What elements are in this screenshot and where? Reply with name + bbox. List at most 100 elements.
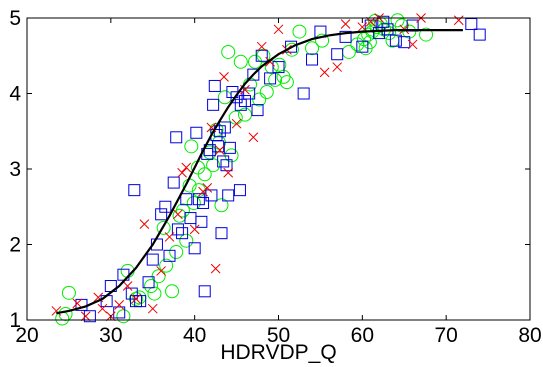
cross-point — [139, 219, 150, 229]
circle-point — [419, 27, 434, 42]
cross-point — [181, 162, 192, 173]
square-point — [223, 141, 236, 154]
cross-point — [453, 15, 464, 26]
cross-point — [256, 41, 267, 52]
circle-point — [151, 269, 166, 284]
circle-point — [197, 167, 212, 182]
circle-point — [248, 54, 263, 69]
cross-point — [407, 39, 418, 50]
square-point — [197, 196, 210, 209]
square-point — [180, 193, 193, 206]
square-point — [134, 295, 147, 308]
circle-point — [175, 203, 190, 218]
circle-point — [184, 139, 199, 154]
square-point — [389, 34, 402, 47]
cross-point — [210, 263, 221, 274]
square-point — [297, 87, 310, 100]
y-tick-label: 5 — [9, 7, 21, 30]
square-point — [198, 285, 211, 298]
square-point — [171, 223, 184, 236]
x-tick-label: 20 — [15, 324, 38, 347]
x-tick-label: 40 — [183, 324, 206, 347]
square-point — [272, 61, 285, 74]
circle-point — [390, 13, 405, 28]
series-circle — [55, 13, 434, 326]
square-point — [218, 121, 231, 134]
cross-point — [248, 132, 259, 143]
cross-point — [114, 300, 125, 310]
square-point — [163, 249, 176, 262]
x-tick-label: 80 — [518, 324, 541, 347]
square-point — [238, 95, 251, 108]
square-point — [195, 215, 208, 228]
x-axis-title: HDRVDP_Q — [220, 341, 336, 364]
cross-point — [80, 311, 91, 322]
circle-point — [179, 233, 194, 248]
circle-point — [292, 24, 307, 39]
cross-point — [189, 224, 200, 235]
series-square — [75, 15, 486, 323]
cross-point — [164, 232, 175, 242]
cross-point — [173, 209, 183, 220]
square-point — [190, 126, 203, 139]
square-point — [465, 18, 478, 31]
circle-point — [159, 258, 174, 273]
circle-point — [116, 309, 131, 324]
square-point — [251, 104, 264, 117]
circle-point — [315, 33, 330, 48]
x-tick-label: 50 — [267, 324, 290, 347]
square-point — [159, 200, 172, 213]
circle-point — [169, 245, 184, 260]
circle-point — [259, 84, 274, 99]
square-point — [146, 253, 159, 266]
square-point — [230, 91, 243, 104]
square-point — [170, 131, 183, 144]
circle-point — [385, 33, 400, 48]
square-point — [339, 30, 352, 43]
circle-point — [362, 35, 377, 50]
data-marks — [51, 13, 486, 326]
cross-point — [177, 167, 187, 178]
circle-point — [165, 284, 180, 299]
square-point — [255, 49, 268, 62]
square-point — [233, 184, 246, 197]
cross-point — [340, 19, 351, 29]
cross-point — [273, 24, 284, 35]
square-point — [205, 189, 218, 202]
circle-point — [305, 41, 320, 56]
y-tick-label: 3 — [9, 158, 21, 181]
square-point — [306, 53, 319, 66]
square-point — [285, 40, 298, 53]
square-point — [192, 193, 205, 206]
circle-point — [256, 48, 271, 63]
circle-point — [237, 107, 252, 122]
square-point — [208, 79, 221, 92]
cross-point — [131, 294, 141, 304]
square-point — [356, 40, 369, 53]
square-point — [234, 98, 247, 111]
square-point — [155, 208, 168, 221]
square-point — [247, 68, 260, 81]
x-tick-label: 60 — [351, 324, 374, 347]
cross-point — [202, 183, 213, 193]
axes: 20 30 40 50 60 70 80 1 2 3 4 5 — [9, 7, 541, 347]
circle-point — [144, 279, 159, 294]
cross-point — [147, 303, 158, 314]
cross-point — [214, 145, 225, 155]
cross-point — [231, 118, 242, 129]
y-tick-label: 1 — [9, 309, 21, 332]
cross-point — [223, 167, 234, 178]
square-point — [207, 98, 220, 111]
cross-point — [122, 281, 133, 291]
x-tick-label: 70 — [434, 324, 457, 347]
square-point — [377, 15, 390, 28]
cross-point — [332, 62, 343, 72]
circle-point — [61, 285, 76, 300]
square-point — [217, 155, 230, 168]
square-point — [125, 287, 138, 300]
square-point — [473, 28, 486, 41]
square-point — [128, 184, 141, 197]
circle-point — [341, 44, 356, 59]
cross-point — [156, 266, 166, 276]
